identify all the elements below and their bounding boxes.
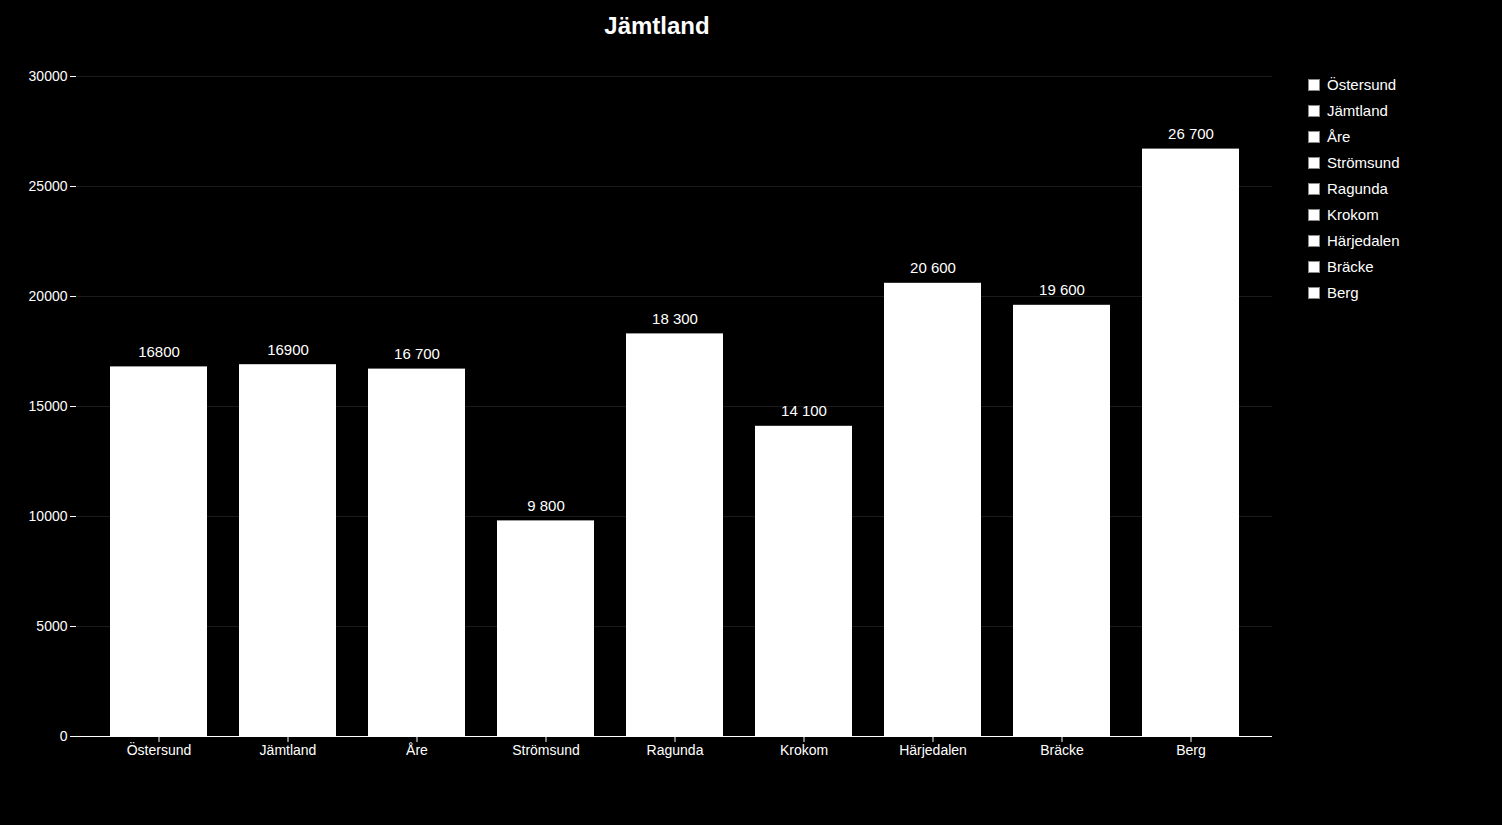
html-text:Jämtland: Jämtland	[1327, 102, 1388, 119]
svg-text:16900: 16900	[267, 341, 309, 358]
svg-text:9 800: 9 800	[527, 497, 565, 514]
svg-text:20 600: 20 600	[910, 259, 956, 276]
html-text:Berg: Berg	[1327, 284, 1359, 301]
svg-text:Ragunda: Ragunda	[647, 742, 704, 758]
svg-text:Bräcke: Bräcke	[1040, 742, 1084, 758]
svg-text:5000: 5000	[36, 618, 67, 634]
svg-text:16800: 16800	[138, 343, 180, 360]
svg-text:15000: 15000	[29, 398, 68, 414]
svg-text:30000: 30000	[29, 68, 68, 84]
svg-text:25000: 25000	[29, 178, 68, 194]
html-text:Härjedalen: Härjedalen	[1327, 232, 1400, 249]
html-text:Krokom: Krokom	[1327, 206, 1379, 223]
svg-text:Jämtland: Jämtland	[260, 742, 317, 758]
html-text:Strömsund: Strömsund	[1327, 154, 1400, 171]
svg-text:Krokom: Krokom	[780, 742, 828, 758]
html-text:Ragunda: Ragunda	[1327, 180, 1388, 197]
html-text:Östersund: Östersund	[1327, 76, 1397, 93]
svg-text:Östersund: Östersund	[127, 741, 192, 758]
html-text:Jämtland: Jämtland	[604, 12, 710, 39]
svg-text:Berg: Berg	[1176, 742, 1206, 758]
svg-text:Åre: Åre	[406, 742, 428, 758]
svg-text:20000: 20000	[29, 288, 68, 304]
svg-text:0: 0	[60, 728, 68, 744]
svg-text:Härjedalen: Härjedalen	[899, 742, 967, 758]
svg-text:Strömsund: Strömsund	[512, 742, 580, 758]
svg-text:26 700: 26 700	[1168, 125, 1214, 142]
html-text:Åre: Åre	[1327, 128, 1351, 145]
svg-text:19 600: 19 600	[1039, 281, 1085, 298]
svg-text:10000: 10000	[29, 508, 68, 524]
svg-text:16 700: 16 700	[394, 345, 440, 362]
html-text:Bräcke: Bräcke	[1327, 258, 1374, 275]
svg-text:14 100: 14 100	[781, 402, 827, 419]
svg-text:18 300: 18 300	[652, 310, 698, 327]
